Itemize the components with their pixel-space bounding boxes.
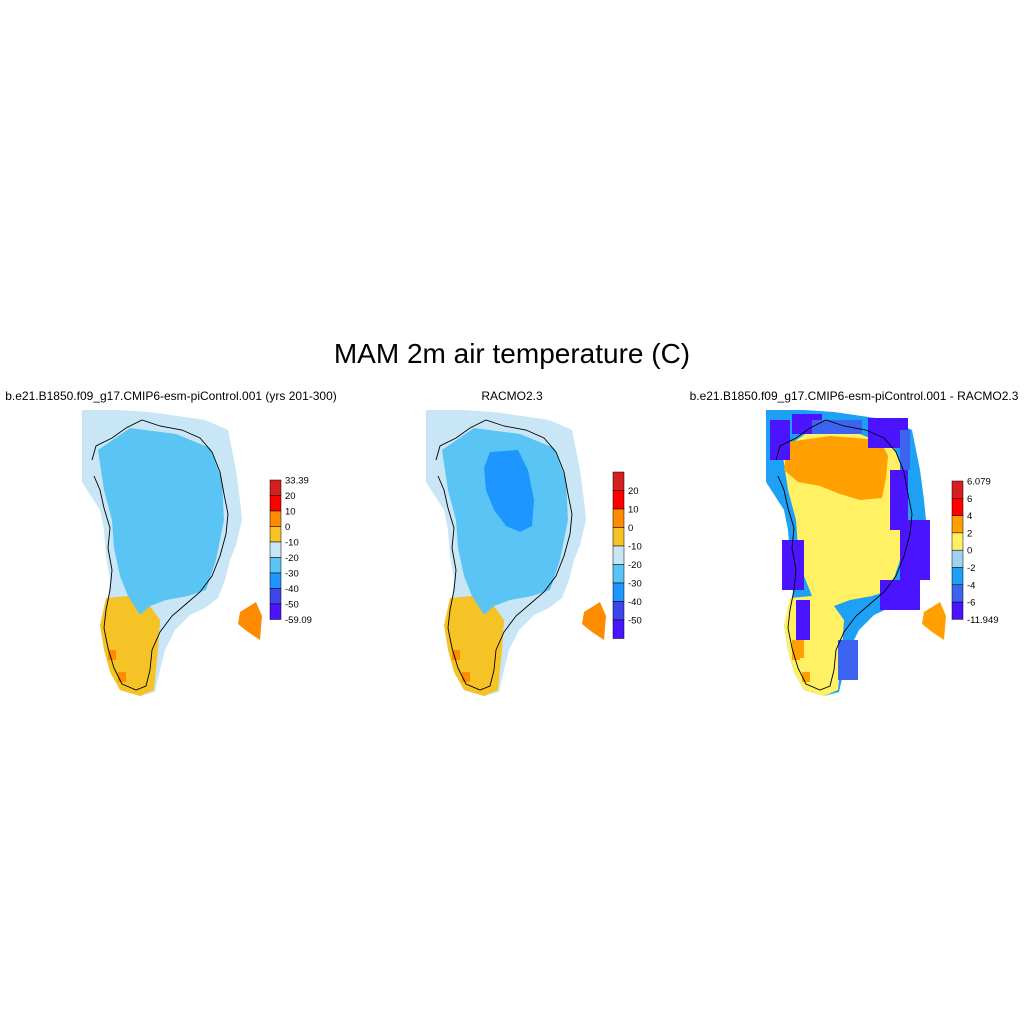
- difference-warm-patch: [792, 640, 804, 658]
- colorbar-swatch: [269, 526, 282, 543]
- colorbar-0: 33.39 20 10 0 -10 -20 -30 -40 -50 -59.09: [269, 476, 312, 626]
- colorbar-swatch: [612, 471, 625, 491]
- colorbar-label: -2: [967, 563, 975, 574]
- coastline-2: [775, 419, 913, 691]
- colorbar-swatch: [269, 603, 282, 620]
- colorbar-label: -30: [285, 569, 299, 580]
- colorbar-swatch: [269, 557, 282, 574]
- colorbar-label: 4: [967, 511, 972, 522]
- figure-title: MAM 2m air temperature (C): [333, 338, 691, 369]
- colorbar-label: 6.079: [967, 477, 991, 488]
- panel-title-racmo: RACMO2.3: [481, 389, 543, 403]
- difference-cold-coast: [880, 580, 920, 610]
- difference-cool-coast: [838, 640, 858, 680]
- coastal-warm-patch: [108, 650, 116, 660]
- colorbar-swatch: [612, 619, 625, 639]
- colorbar-swatch: [269, 588, 282, 605]
- colorbar-swatch: [269, 572, 282, 589]
- colorbar-swatch: [612, 564, 625, 584]
- colorbar-swatch: [951, 498, 964, 516]
- colorbar-swatch: [951, 567, 964, 586]
- colorbar-label: -10: [628, 542, 642, 553]
- colorbar-label: 0: [967, 546, 972, 557]
- colorbar-label: -50: [285, 600, 299, 611]
- racmo-cold-core: [484, 450, 534, 532]
- difference-cold-coast: [770, 420, 790, 460]
- colorbar-label: -4: [967, 580, 975, 591]
- southern-warm-zone: [100, 596, 160, 696]
- difference-cold-coast: [796, 600, 810, 640]
- colorbar-label: 20: [628, 486, 639, 497]
- colorbar-swatch: [951, 515, 964, 534]
- colorbar-label: 0: [628, 523, 633, 534]
- difference-cold-coast: [890, 470, 908, 530]
- colorbar-label: -40: [285, 584, 299, 595]
- map-panel-0: [82, 410, 262, 696]
- colorbar-swatch: [612, 545, 625, 565]
- difference-cool-coast: [900, 430, 910, 470]
- colorbar-swatch: [612, 582, 625, 602]
- coastal-warm-patch: [452, 650, 460, 660]
- colorbar-label: -11.949: [967, 615, 999, 626]
- colorbar-label: -6: [967, 598, 975, 609]
- colorbar-swatch: [951, 549, 964, 568]
- difference-cold-coast: [900, 520, 930, 580]
- coastal-warm-patch: [118, 672, 126, 682]
- panel-title-model: b.e21.B1850.f09_g17.CMIP6-esm-piControl.…: [5, 389, 337, 403]
- colorbar-label: -30: [628, 579, 642, 590]
- colorbar-label: -59.09: [285, 615, 312, 626]
- southern-warm-zone: [444, 596, 504, 696]
- east-island: [922, 602, 946, 640]
- colorbar-label: -20: [628, 560, 642, 571]
- colorbar-swatch: [612, 508, 625, 528]
- colorbar-swatch: [269, 495, 282, 512]
- colorbar-2: 6.079 6 4 2 0 -2 -4 -6 -11.949: [951, 477, 999, 626]
- colorbar-swatch: [951, 584, 964, 603]
- colorbar-label: -10: [285, 538, 299, 549]
- east-island: [582, 602, 606, 640]
- colorbar-swatch: [951, 480, 964, 499]
- colorbar-swatch: [269, 479, 282, 496]
- panel-title-difference: b.e21.B1850.f09_g17.CMIP6-esm-piControl.…: [689, 389, 1019, 403]
- colorbar-label: 33.39: [285, 476, 309, 487]
- colorbar-swatch: [269, 510, 282, 527]
- difference-north-warm-cap: [784, 436, 888, 500]
- coastal-warm-patch: [462, 672, 470, 682]
- colorbar-label: 20: [285, 491, 296, 502]
- interior-zone: [98, 428, 224, 615]
- east-island: [238, 602, 262, 640]
- coastal-warm-patch: [802, 672, 810, 682]
- colorbar-label: 6: [967, 494, 972, 505]
- colorbar-label: 10: [285, 507, 296, 518]
- coastline-0: [91, 419, 229, 691]
- colorbar-swatch: [269, 541, 282, 558]
- difference-cold-coast: [782, 540, 804, 590]
- colorbar-label: 0: [285, 522, 290, 533]
- colorbar-swatch: [951, 601, 964, 620]
- colorbar-label: -50: [628, 616, 642, 627]
- colorbar-swatch: [612, 527, 625, 547]
- colorbar-label: 10: [628, 505, 639, 516]
- colorbar-label: 2: [967, 528, 972, 539]
- colorbar-swatch: [612, 601, 625, 621]
- colorbar-label: -40: [628, 597, 642, 608]
- colorbar-swatch: [951, 532, 964, 551]
- colorbar-swatch: [612, 490, 625, 510]
- difference-cool-coast: [812, 420, 862, 434]
- coastline-1: [435, 419, 573, 691]
- colorbar-1: 20 10 0 -10 -20 -30 -40 -50: [612, 471, 642, 639]
- colorbar-label: -20: [285, 553, 299, 564]
